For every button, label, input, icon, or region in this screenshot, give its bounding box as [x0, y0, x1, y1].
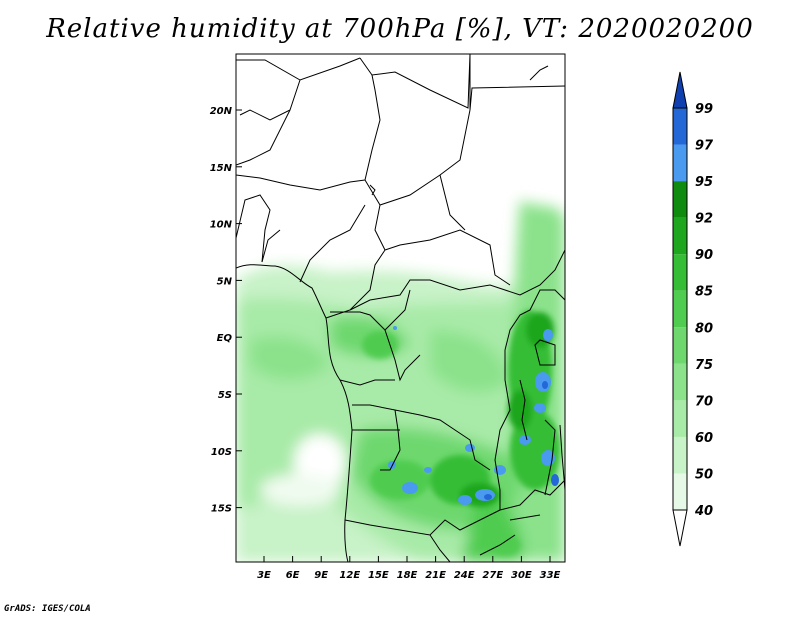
colorbar-label: 90: [695, 248, 713, 263]
lon-label: 33E: [540, 570, 561, 581]
colorbar-label: 92: [695, 212, 713, 227]
borders: [236, 54, 565, 562]
lat-label: 5N: [217, 276, 233, 287]
colorbar-max-arrow: [672, 71, 688, 109]
lon-label: 30E: [511, 570, 532, 581]
colorbar-segment: [673, 217, 687, 255]
lat-label: EQ: [217, 333, 233, 344]
lat-label: 10N: [210, 220, 233, 231]
lon-label: 18E: [397, 570, 418, 581]
colorbar-segment: [673, 436, 687, 474]
colorbar-segment: [673, 473, 687, 510]
colorbar-label: 80: [695, 321, 713, 336]
lon-label: 9E: [314, 570, 328, 581]
lon-label: 21E: [425, 570, 446, 581]
colorbar-label: 99: [695, 102, 713, 117]
colorbar-label: 70: [695, 394, 713, 409]
colorbar-label: 85: [695, 285, 713, 300]
colorbar-label: 60: [695, 431, 713, 446]
lat-label: 15S: [211, 504, 232, 515]
lon-label: 15E: [368, 570, 389, 581]
lat-label: 15N: [210, 163, 233, 174]
colorbar-segment: [673, 290, 687, 328]
colorbar-segment: [673, 144, 687, 182]
lon-label: 3E: [257, 570, 271, 581]
grads-credit: GrADS: IGES/COLA: [4, 604, 91, 614]
lon-label: 12E: [339, 570, 360, 581]
lon-label: 24E: [454, 570, 475, 581]
lat-label: 10S: [211, 447, 232, 458]
latitude-axis: 20N 15N 10N 5N EQ 5S 10S 15S: [210, 106, 242, 515]
humidity-field: [236, 54, 565, 562]
colorbar-label: 40: [694, 504, 713, 519]
colorbar-min-arrow: [672, 509, 688, 547]
colorbar-label: 50: [695, 467, 713, 482]
colorbar-segment: [673, 400, 687, 437]
map-frame: [235, 53, 566, 563]
lat-label: 5S: [218, 390, 232, 401]
colorbar-segment: [673, 254, 687, 291]
longitude-axis: 3E 6E 9E 12E 15E 18E 21E 24E 27E 30E 33E: [257, 556, 561, 581]
map-title: Relative humidity at 700hPa [%], VT: 202…: [46, 14, 754, 44]
lon-label: 27E: [482, 570, 503, 581]
colorbar: 40 50 60 70 75 80 85 90 92 95 97 99: [672, 71, 714, 547]
colorbar-label: 75: [695, 358, 713, 373]
colorbar-segment: [673, 363, 687, 401]
colorbar-segment: [673, 181, 687, 218]
lon-label: 6E: [286, 570, 300, 581]
lat-label: 20N: [210, 106, 233, 117]
colorbar-label: 95: [695, 175, 713, 190]
colorbar-frame: [672, 107, 688, 511]
colorbar-label: 97: [695, 139, 714, 154]
colorbar-segment: [673, 327, 687, 364]
colorbar-segment: [673, 108, 687, 145]
